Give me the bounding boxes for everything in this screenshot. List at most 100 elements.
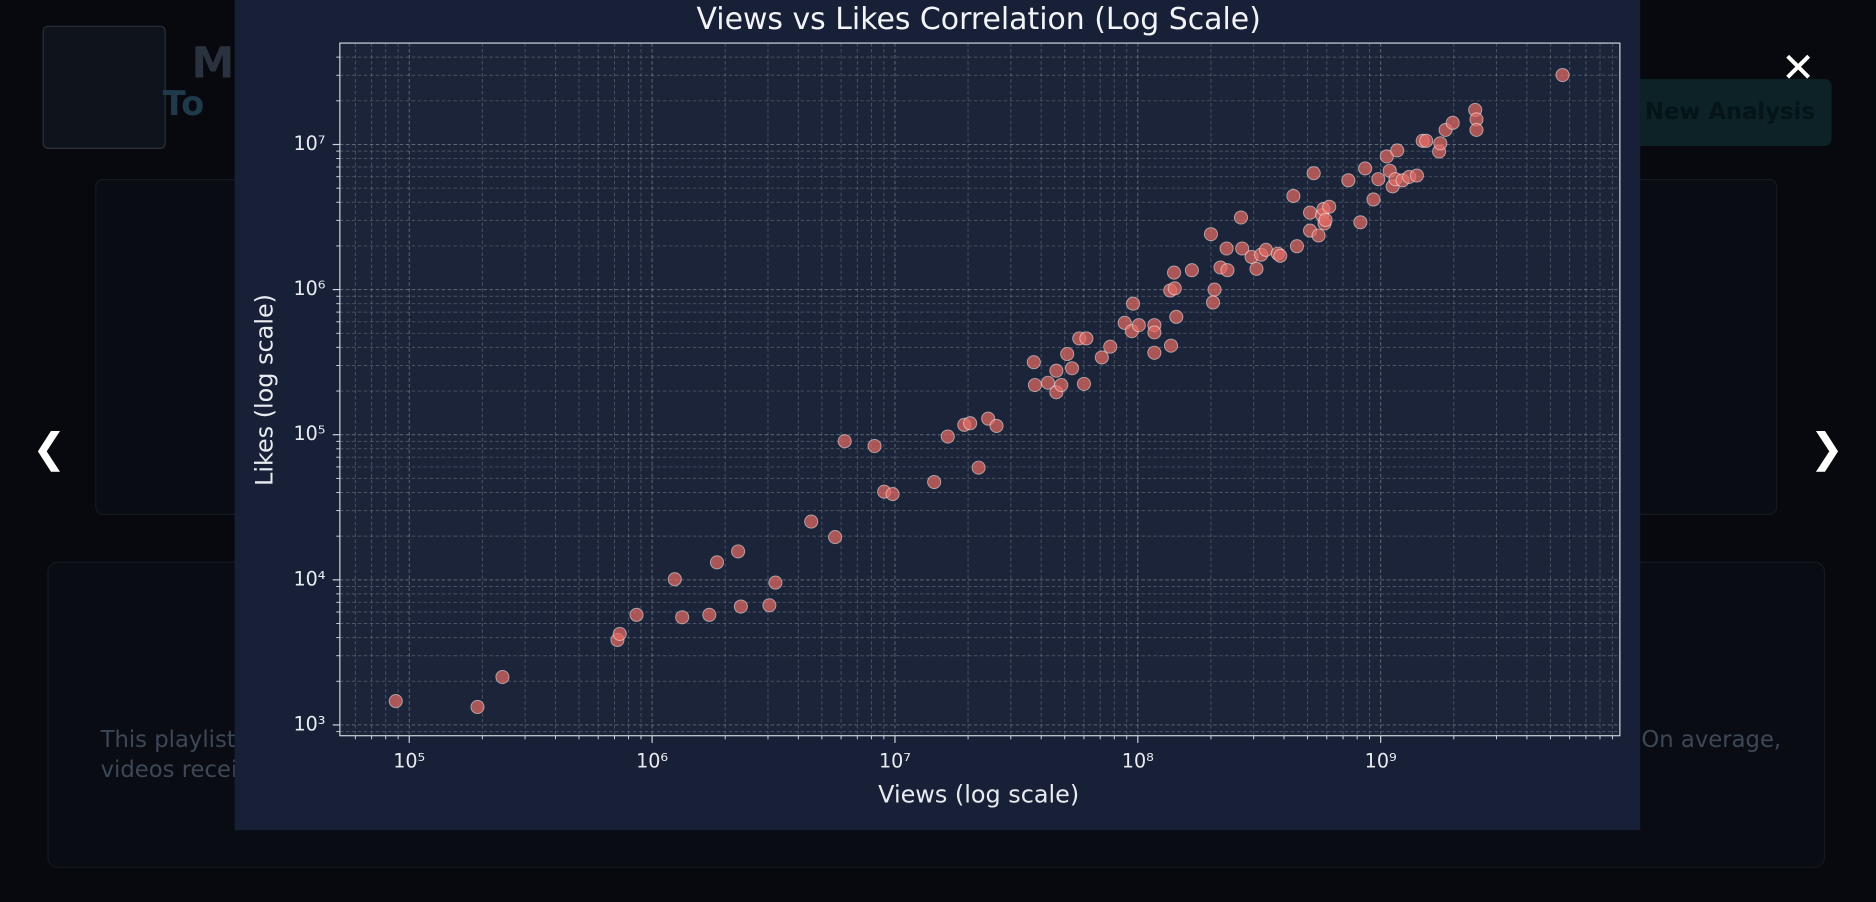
header-subtitle: To bbox=[163, 84, 204, 123]
y-axis-label: Likes (log scale) bbox=[251, 294, 279, 486]
scatter-point bbox=[1094, 350, 1109, 365]
scatter-point bbox=[1027, 377, 1042, 393]
scatter-point bbox=[1318, 212, 1333, 228]
x-tick-label: 10⁹ bbox=[1365, 750, 1397, 773]
scatter-point bbox=[927, 474, 942, 490]
scatter-point bbox=[612, 626, 627, 641]
scatter-point bbox=[885, 487, 900, 502]
scatter-point bbox=[1433, 136, 1448, 151]
scatter-point bbox=[1026, 355, 1041, 370]
scatter-point bbox=[1306, 166, 1321, 181]
scatter-point bbox=[1049, 363, 1064, 378]
scatter-point bbox=[1054, 377, 1069, 393]
scatter-point bbox=[1220, 263, 1235, 278]
prev-button[interactable]: ❮ bbox=[32, 424, 66, 472]
y-tick-label: 10⁵ bbox=[293, 422, 325, 445]
scatter-point bbox=[1103, 339, 1118, 354]
scatter-point bbox=[1273, 248, 1288, 263]
close-button[interactable]: ✕ bbox=[1781, 44, 1815, 92]
new-analysis-button[interactable] bbox=[1603, 78, 1832, 146]
scatter-point bbox=[629, 607, 644, 622]
scatter-point bbox=[1445, 115, 1460, 130]
next-button[interactable]: ❯ bbox=[1810, 424, 1844, 472]
x-tick-label: 10⁸ bbox=[1122, 750, 1154, 773]
header-title: M bbox=[192, 38, 235, 88]
scatter-point bbox=[1126, 296, 1141, 311]
x-axis-label: Views (log scale) bbox=[878, 781, 1079, 809]
scatter-point bbox=[1322, 199, 1337, 214]
scatter-point bbox=[867, 438, 882, 454]
scatter-point bbox=[828, 530, 843, 545]
y-tick-label: 10³ bbox=[293, 712, 325, 735]
scatter-point bbox=[1379, 149, 1394, 164]
chart-title: Views vs Likes Correlation (Log Scale) bbox=[696, 2, 1260, 37]
playlist-thumbnail bbox=[42, 25, 166, 149]
scatter-point bbox=[733, 599, 748, 614]
plot-area bbox=[339, 42, 1621, 737]
y-tick-label: 10⁶ bbox=[293, 277, 325, 300]
scatter-point bbox=[388, 694, 403, 709]
x-tick-label: 10⁷ bbox=[879, 750, 911, 773]
scatter-point bbox=[963, 416, 978, 431]
scatter-point bbox=[1353, 215, 1368, 230]
scatter-point bbox=[837, 434, 852, 449]
summary-text: videos recei bbox=[101, 757, 238, 783]
scatter-point bbox=[1064, 361, 1080, 376]
scatter-point bbox=[675, 610, 690, 625]
scatter-point bbox=[1079, 331, 1094, 346]
scatter-point bbox=[1163, 338, 1179, 353]
scatter-point bbox=[1469, 122, 1484, 137]
scatter-point bbox=[1060, 346, 1075, 362]
scatter-point bbox=[989, 418, 1004, 433]
scatter-point bbox=[1167, 281, 1182, 296]
summary-text: On average, bbox=[1641, 727, 1781, 753]
y-tick-label: 10⁷ bbox=[293, 132, 325, 155]
scatter-point bbox=[1205, 295, 1221, 310]
scatter-point bbox=[1303, 205, 1318, 220]
scatter-point bbox=[495, 669, 510, 685]
scatter-point bbox=[762, 598, 777, 613]
scatter-point bbox=[1366, 192, 1381, 207]
scatter-point bbox=[1203, 227, 1218, 242]
new-analysis-label: New Analysis bbox=[1645, 99, 1815, 125]
scatter-point bbox=[1358, 161, 1373, 176]
scatter-point bbox=[1258, 242, 1274, 257]
scatter-point bbox=[768, 575, 783, 590]
x-tick-label: 10⁶ bbox=[636, 750, 668, 773]
scatter-point bbox=[709, 555, 725, 570]
chart: Views vs Likes Correlation (Log Scale) V… bbox=[251, 2, 1621, 809]
scatter-point bbox=[1341, 173, 1356, 188]
scatter-point bbox=[1249, 261, 1264, 276]
scatter-point bbox=[667, 572, 682, 587]
scatter-point bbox=[1286, 188, 1301, 204]
scatter-point bbox=[1235, 241, 1250, 256]
scatter-point bbox=[1419, 133, 1434, 148]
scatter-point bbox=[1390, 143, 1405, 158]
scatter-point bbox=[470, 699, 485, 715]
scatter-point bbox=[940, 429, 955, 444]
x-tick-label: 10⁵ bbox=[393, 750, 425, 773]
summary-text: This playlist bbox=[100, 727, 236, 753]
scatter-point bbox=[1371, 172, 1386, 187]
scatter-point bbox=[971, 460, 986, 475]
scatter-point bbox=[1131, 318, 1146, 333]
scatter-point bbox=[804, 514, 819, 529]
scatter-point bbox=[1233, 210, 1249, 225]
scatter-point bbox=[1169, 309, 1184, 324]
scatter-point bbox=[1555, 67, 1570, 83]
scatter-point bbox=[702, 607, 717, 622]
scatter-point bbox=[731, 544, 746, 559]
scatter-point bbox=[1289, 239, 1304, 254]
scatter-point bbox=[1311, 228, 1326, 243]
scatter-point bbox=[1166, 265, 1182, 280]
scatter-point bbox=[1207, 282, 1222, 297]
scatter-point bbox=[1147, 325, 1162, 340]
scatter-point bbox=[1409, 168, 1424, 183]
scatter-point bbox=[1147, 345, 1162, 360]
scatter-point bbox=[1184, 263, 1199, 278]
y-tick-label: 10⁴ bbox=[293, 567, 325, 590]
scatter-point bbox=[1076, 376, 1091, 391]
scatter-point bbox=[1219, 241, 1234, 256]
